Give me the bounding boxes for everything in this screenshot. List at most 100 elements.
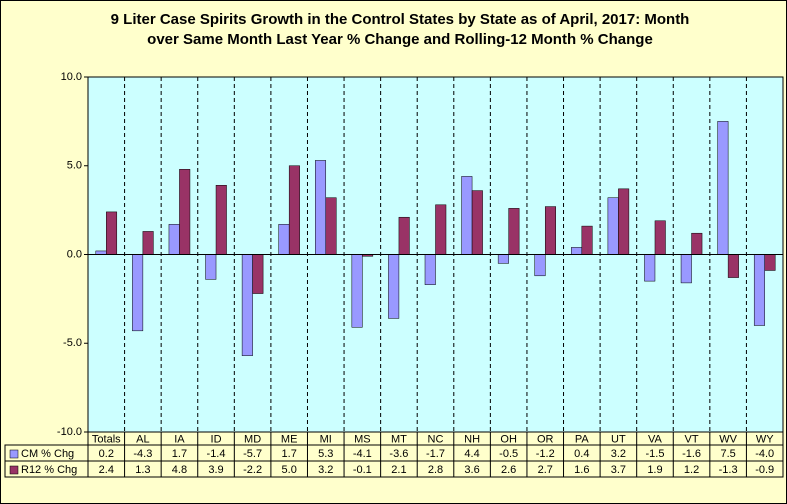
bar [288, 165, 300, 255]
y-tick-label: -10.0 [57, 426, 82, 438]
table-value: -1.6 [682, 448, 701, 460]
table-value: 1.9 [647, 464, 662, 476]
table-value: -2.2 [243, 464, 262, 476]
table-value: 5.3 [318, 448, 333, 460]
legend-swatch [9, 449, 19, 459]
table-value: 7.5 [720, 448, 735, 460]
table-value: -1.7 [426, 448, 445, 460]
table-value: -0.5 [499, 448, 518, 460]
table-value: 1.6 [574, 464, 589, 476]
table-value: -0.1 [353, 464, 372, 476]
bar [315, 160, 327, 255]
x-tick-label: OH [500, 433, 517, 445]
table-value: 3.9 [208, 464, 223, 476]
bar [534, 254, 546, 277]
table-value: -4.0 [755, 448, 774, 460]
bar [278, 224, 290, 255]
table-value: 1.3 [135, 464, 150, 476]
bar [618, 188, 630, 255]
bar [325, 197, 337, 255]
bar [351, 254, 363, 328]
bar [388, 254, 400, 319]
bar [132, 254, 144, 332]
bar [654, 220, 666, 255]
x-tick-label: MI [320, 433, 332, 445]
x-tick-label: WV [719, 433, 737, 445]
table-value: 3.7 [611, 464, 626, 476]
table-value: 2.8 [428, 464, 443, 476]
bar [435, 204, 447, 255]
table-value: -1.4 [207, 448, 226, 460]
table-value: -1.2 [536, 448, 555, 460]
bar [142, 231, 154, 255]
x-tick-label: NH [464, 433, 480, 445]
bar [717, 121, 729, 255]
table-value: 5.0 [282, 464, 297, 476]
bar [727, 254, 739, 278]
bar [179, 169, 191, 255]
bar [106, 211, 118, 255]
x-tick-label: OR [537, 433, 554, 445]
table-value: 0.2 [99, 448, 114, 460]
y-tick-label: 10.0 [61, 71, 82, 83]
bar [680, 254, 692, 284]
x-tick-label: ME [281, 433, 298, 445]
y-tick-label: 5.0 [67, 160, 82, 172]
legend-label: R12 % Chg [21, 464, 77, 476]
x-tick-label: Totals [92, 433, 121, 445]
bar [497, 254, 509, 264]
bar [508, 208, 520, 255]
x-tick-label: PA [575, 433, 590, 445]
table-value: 2.1 [391, 464, 406, 476]
x-tick-label: VT [685, 433, 699, 445]
legend-swatch [9, 465, 19, 475]
bar [607, 197, 619, 255]
bar [753, 254, 765, 326]
table-value: -4.3 [133, 448, 152, 460]
table-value: -5.7 [243, 448, 262, 460]
y-tick-label: 0.0 [67, 248, 82, 260]
bar [691, 232, 703, 255]
bar [581, 225, 593, 255]
table-value: 1.7 [282, 448, 297, 460]
x-tick-label: VA [648, 433, 663, 445]
x-tick-label: AL [136, 433, 149, 445]
bar [461, 176, 473, 255]
table-value: 0.4 [574, 448, 589, 460]
table-value: 1.2 [684, 464, 699, 476]
table-value: 3.2 [611, 448, 626, 460]
bar [252, 254, 264, 294]
x-tick-label: IA [174, 433, 185, 445]
bar [644, 254, 656, 282]
table-value: -0.9 [755, 464, 774, 476]
chart-title-line: 9 Liter Case Spirits Growth in the Contr… [111, 11, 690, 28]
bar [241, 254, 253, 356]
y-tick-label: -5.0 [63, 337, 82, 349]
table-value: 2.6 [501, 464, 516, 476]
table-value: 2.4 [99, 464, 114, 476]
bar [764, 254, 776, 271]
x-tick-label: MT [391, 433, 407, 445]
bar [544, 206, 556, 255]
x-tick-label: ID [211, 433, 222, 445]
bar [471, 190, 483, 255]
table-value: 1.7 [172, 448, 187, 460]
x-tick-label: NC [428, 433, 444, 445]
bar [205, 254, 217, 280]
bar [424, 254, 436, 285]
table-value: 3.6 [464, 464, 479, 476]
table-value: -4.1 [353, 448, 372, 460]
legend-label: CM % Chg [21, 448, 74, 460]
bar [168, 224, 180, 255]
table-value: 2.7 [538, 464, 553, 476]
table-value: -1.5 [645, 448, 664, 460]
table-value: 4.4 [464, 448, 479, 460]
chart-title-line: over Same Month Last Year % Change and R… [147, 31, 653, 48]
bar [95, 250, 107, 255]
table-value: 4.8 [172, 464, 187, 476]
table-value: -3.6 [389, 448, 408, 460]
bar [215, 185, 227, 255]
table-value: 3.2 [318, 464, 333, 476]
x-tick-label: MS [354, 433, 371, 445]
